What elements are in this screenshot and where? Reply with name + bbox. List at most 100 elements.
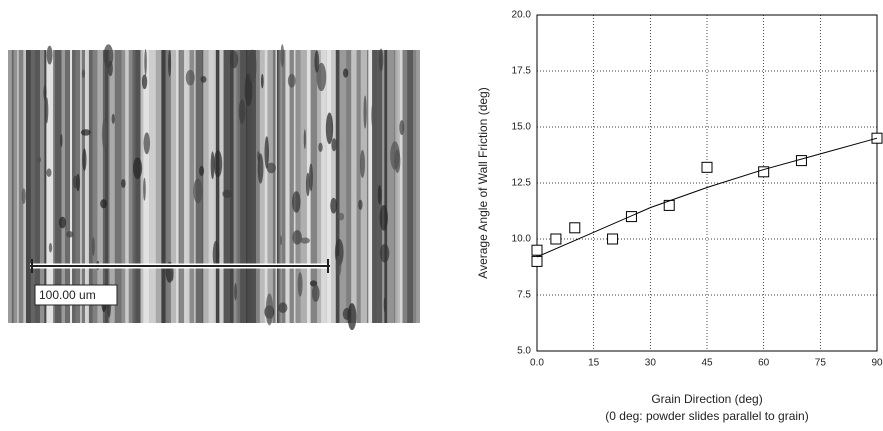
micrograph-streak <box>170 50 177 323</box>
micrograph-pit <box>21 188 26 205</box>
micrograph-streak <box>331 50 336 323</box>
micrograph-pit <box>66 231 74 238</box>
x-axis-label: Grain Direction (deg) <box>651 392 762 406</box>
micrograph-pit <box>212 240 220 269</box>
micrograph-streak <box>289 50 294 323</box>
x-tick-label: 90 <box>871 358 883 369</box>
data-point <box>550 233 562 245</box>
micrograph-streak <box>240 50 246 323</box>
micrograph-pit <box>257 153 264 184</box>
micrograph-pit <box>58 216 67 229</box>
micrograph-streak <box>114 50 122 323</box>
micrograph-pit <box>103 44 114 68</box>
micrograph-streak <box>102 50 105 323</box>
micrograph-pit <box>292 191 301 213</box>
micrograph-streak <box>356 50 361 323</box>
x-tick-label: 30 <box>645 358 657 369</box>
micrograph-pit <box>244 73 253 107</box>
micrograph-streak <box>321 50 327 323</box>
y-tick-label: 7.5 <box>517 290 531 301</box>
micrograph-streak <box>17 50 19 323</box>
micrograph-pit <box>132 157 143 179</box>
micrograph-streak <box>203 50 209 323</box>
y-tick-label: 5.0 <box>517 346 531 357</box>
micrograph-streak <box>413 50 417 323</box>
micrograph-pit <box>308 163 313 192</box>
micrograph-pit <box>73 175 78 189</box>
micrograph-streak <box>275 50 278 323</box>
micrograph-streak <box>132 50 136 323</box>
micrograph-streak <box>280 50 282 323</box>
micrograph-streak <box>272 50 276 323</box>
micrograph-streak <box>143 50 150 323</box>
plot-frame <box>536 14 878 352</box>
micrograph-streak <box>109 50 115 323</box>
micrograph-streak <box>161 50 166 323</box>
micrograph-streak <box>368 50 373 323</box>
micrograph-streak <box>384 50 388 323</box>
micrograph-streak <box>155 50 162 323</box>
micrograph-streak <box>140 50 144 323</box>
micrograph-streak <box>295 50 301 323</box>
micrograph-streak <box>326 50 332 323</box>
micrograph-pit <box>46 168 52 177</box>
micrograph-pit <box>80 129 91 136</box>
micrograph-pit <box>48 242 53 253</box>
micrograph-streak <box>128 50 133 323</box>
micrograph-pit <box>265 293 274 326</box>
x-tick-label: 0.0 <box>530 358 544 369</box>
micrograph-streak <box>44 50 47 323</box>
micrograph-streak <box>351 50 357 323</box>
micrograph-streak <box>165 50 169 323</box>
micrograph-pit <box>213 150 223 178</box>
micrograph-pit <box>199 165 205 177</box>
micrograph-pit <box>238 99 246 124</box>
micrograph-pit <box>91 237 95 256</box>
micrograph-streak <box>247 50 253 323</box>
micrograph-streak <box>18 50 24 323</box>
micrograph-pit <box>305 172 310 197</box>
y-tick-label: 17.5 <box>512 66 532 77</box>
micrograph-streak <box>236 50 238 323</box>
micrograph-pit <box>43 85 47 101</box>
micrograph-streak <box>176 50 179 323</box>
micrograph-streak <box>92 50 98 323</box>
x-tick-label: 15 <box>588 358 600 369</box>
micrograph-streak <box>104 50 109 323</box>
y-tick-label: 12.5 <box>512 178 532 189</box>
micrograph-pit <box>316 62 327 92</box>
data-point <box>795 155 807 167</box>
micrograph-pit <box>378 48 384 72</box>
micrograph-streak <box>395 50 398 323</box>
micrograph-streak <box>229 50 234 323</box>
micrograph-pit <box>264 136 269 169</box>
scale-label-box <box>34 284 118 306</box>
x-tick-label: 60 <box>758 358 770 369</box>
micrograph-pit <box>222 189 232 199</box>
data-point <box>701 161 713 173</box>
micrograph-streak <box>339 50 347 323</box>
micrograph-streak <box>293 50 296 323</box>
data-point <box>758 166 770 178</box>
micrograph-pit <box>300 237 310 244</box>
micrograph-streak <box>219 50 224 323</box>
micrograph-streak <box>54 50 62 323</box>
micrograph-pit <box>342 307 351 320</box>
micrograph-streak <box>277 50 279 323</box>
micrograph-pit <box>278 302 288 314</box>
micrograph-streak <box>252 50 256 323</box>
micrograph-streak <box>367 50 369 323</box>
x-tick-label: 45 <box>701 358 713 369</box>
micrograph-streak <box>13 50 18 323</box>
micrograph-streak <box>399 50 403 323</box>
micrograph-streak <box>185 50 190 323</box>
micrograph-pit <box>168 50 172 77</box>
micrograph-streak <box>86 50 89 323</box>
micrograph-streak <box>65 50 71 323</box>
micrograph-pit <box>200 75 207 83</box>
micrograph-pit <box>185 69 195 86</box>
micrograph-streak <box>11 50 14 323</box>
micrograph-pit <box>363 95 367 129</box>
x-axis-note: (0 deg: powder slides parallel to grain) <box>605 409 808 423</box>
